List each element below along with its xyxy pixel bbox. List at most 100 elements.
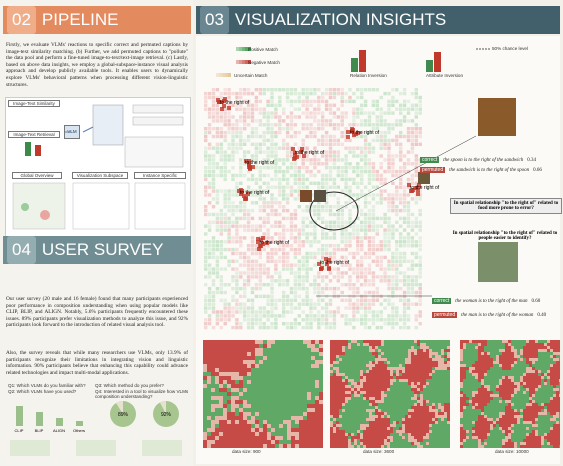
scatter-cell: [278, 232, 282, 236]
cluster-cell: [217, 100, 221, 104]
cluster-cell: [247, 163, 251, 167]
scatter-cell: [246, 189, 251, 193]
heatmap-cell: [432, 430, 435, 433]
scatter-cell: [254, 130, 259, 135]
heatmap-cell: [239, 376, 243, 380]
heatmap-cell: [478, 445, 481, 448]
heatmap-cell: [441, 391, 444, 394]
heatmap-cell: [390, 358, 393, 361]
scatter-cell: [371, 314, 376, 318]
heatmap-cell: [263, 392, 267, 396]
heatmap-cell: [423, 406, 426, 409]
scatter-cell: [391, 197, 395, 201]
scatter-cell: [332, 294, 337, 299]
scatter-cell: [375, 259, 379, 263]
scatter-cell: [258, 325, 262, 330]
heatmap-cell: [429, 376, 432, 379]
scatter-cell: [293, 306, 298, 310]
heatmap-cell: [447, 409, 450, 412]
heatmap-cell: [384, 430, 387, 433]
heatmap-cell: [247, 376, 251, 380]
scatter-cell: [340, 247, 344, 252]
scatter-cell: [383, 111, 387, 115]
heatmap-cell: [345, 421, 348, 424]
heatmap-cell: [336, 433, 339, 436]
heatmap-cell: [211, 380, 215, 384]
scatter-cell: [243, 224, 247, 228]
scatter-cell: [219, 146, 223, 150]
scatter-cell: [250, 263, 255, 267]
scatter-cell: [402, 162, 407, 166]
scatter-cell: [406, 314, 411, 318]
heatmap-cell: [399, 370, 402, 373]
heatmap-cell: [478, 424, 481, 427]
scatter-cell: [418, 255, 422, 260]
heatmap-cell: [295, 412, 299, 416]
heatmap-cell: [390, 436, 393, 439]
heatmap-cell: [279, 436, 283, 440]
scatter-cell: [399, 158, 403, 162]
heatmap-cell: [319, 400, 323, 404]
heatmap-cell: [295, 400, 299, 404]
heatmap-cell: [414, 442, 417, 445]
heatmap-cell: [287, 432, 291, 436]
scatter-cell: [289, 325, 294, 330]
scatter-cell: [262, 91, 266, 96]
heatmap-cell: [435, 361, 438, 364]
heatmap-cell: [375, 424, 378, 427]
heatmap-cell: [472, 439, 475, 442]
scatter-cell: [379, 314, 383, 318]
scatter-cell: [324, 259, 329, 263]
heatmap-cell: [339, 382, 342, 385]
heatmap-cell: [357, 364, 360, 367]
heatmap-cell: [336, 400, 339, 403]
heatmap-cell: [207, 412, 211, 416]
heatmap-cell: [235, 408, 239, 412]
cluster-cell: [222, 104, 226, 108]
scatter-cell: [363, 283, 368, 287]
scatter-cell: [211, 169, 216, 174]
heatmap-cell: [360, 340, 363, 343]
heatmap-cell: [333, 373, 336, 376]
scatter-cell: [371, 216, 376, 221]
heatmap-cell: [360, 418, 363, 421]
heatmap-cell: [348, 418, 351, 421]
heatmap-cell: [223, 348, 227, 352]
heatmap-cell: [299, 432, 303, 436]
scatter-cell: [328, 220, 333, 224]
legend-swatch: [228, 73, 231, 77]
scatter-cell: [418, 185, 422, 189]
scatter-cell: [207, 228, 212, 232]
heatmap-cell: [339, 400, 342, 403]
scatter-cell: [282, 236, 286, 240]
heatmap-cell: [360, 388, 363, 391]
scatter-cell: [313, 228, 317, 232]
heatmap-cell: [263, 408, 267, 412]
heatmap-cell: [390, 346, 393, 349]
heatmap-cell: [348, 391, 351, 394]
scatter-cell: [360, 181, 364, 185]
scatter-cell: [243, 162, 247, 166]
scatter-cell: [332, 162, 337, 166]
heatmap-cell: [351, 382, 354, 385]
heatmap-cell: [414, 424, 417, 427]
heatmap-cell: [402, 352, 405, 355]
heatmap-cell: [333, 424, 336, 427]
heatmap-cell: [387, 403, 390, 406]
heatmap-cell: [432, 373, 435, 376]
heatmap-cell: [438, 370, 441, 373]
heatmap-cell: [275, 376, 279, 380]
heatmap-cell: [463, 418, 466, 421]
scatter-cell: [317, 298, 321, 302]
heatmap-cell: [235, 384, 239, 388]
heatmap-cell: [263, 376, 267, 380]
heatmap-cell: [333, 436, 336, 439]
scatter-cell: [360, 283, 364, 287]
heatmap-cell: [211, 372, 215, 376]
heatmap-cell: [307, 384, 311, 388]
heatmap-cell: [399, 421, 402, 424]
scatter-cell: [402, 208, 407, 213]
heatmap-cell: [339, 385, 342, 388]
heatmap-cell: [484, 358, 487, 361]
heatmap-cell: [441, 400, 444, 403]
